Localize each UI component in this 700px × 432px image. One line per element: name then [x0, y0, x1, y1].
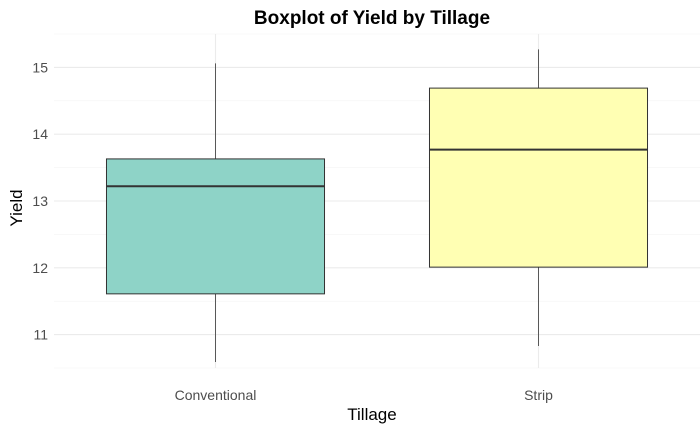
y-tick-label: 14: [32, 126, 48, 142]
box-layer: [105, 49, 649, 362]
box-conventional: [105, 63, 326, 362]
x-axis-title: Tillage: [347, 405, 396, 424]
tick-labels: 11 12 13 14 15 Conventional Strip: [32, 59, 553, 403]
iqr-box: [105, 158, 326, 295]
y-tick-label: 15: [32, 59, 48, 75]
x-tick-label: Strip: [524, 387, 553, 403]
y-axis-title: Yield: [7, 189, 26, 226]
chart-title: Boxplot of Yield by Tillage: [254, 8, 490, 29]
y-tick-label: 12: [32, 260, 48, 276]
box-strip: [428, 49, 649, 346]
iqr-box: [428, 87, 649, 268]
y-tick-label: 11: [33, 327, 48, 343]
x-tick-label: Conventional: [175, 387, 257, 403]
y-tick-label: 13: [32, 193, 48, 209]
